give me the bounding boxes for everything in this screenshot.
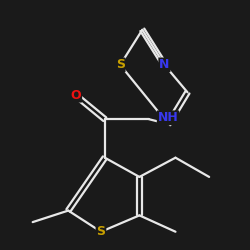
Text: O: O	[71, 89, 81, 102]
Text: N: N	[159, 58, 170, 71]
Text: S: S	[96, 225, 106, 238]
Text: NH: NH	[158, 111, 178, 124]
Text: S: S	[116, 58, 125, 71]
